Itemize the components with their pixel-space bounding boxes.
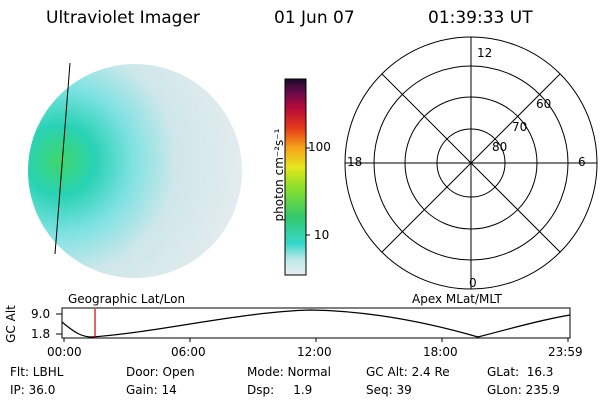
geographic-caption: Geographic Lat/Lon (68, 292, 186, 306)
status-ip: IP: 36.0 (10, 383, 56, 397)
polar-label-0: 0 (469, 276, 477, 290)
status-door: Door: Open (126, 365, 195, 379)
altitude-ytick-1-8: 1.8 (31, 327, 51, 341)
xtick-0600: 06:00 (171, 345, 206, 359)
status-glat: GLat: 16.3 (487, 365, 554, 379)
colorbar-label-10: 10 (314, 228, 330, 242)
polar-label-18: 18 (347, 155, 363, 169)
status-sequence: Seq: 39 (366, 383, 412, 397)
status-gain: Gain: 14 (126, 383, 177, 397)
status-mode: Mode: Normal (247, 365, 331, 379)
polar-lat-80: 80 (492, 140, 508, 154)
time-label: 01:39:33 UT (428, 8, 533, 28)
altitude-plot-frame (61, 307, 571, 339)
colorbar-label-100: 100 (308, 140, 331, 154)
app-title: Ultraviolet Imager (46, 8, 200, 28)
geographic-image (28, 62, 242, 278)
status-glon: GLon: 235.9 (487, 383, 560, 397)
date-label: 01 Jun 07 (274, 8, 355, 28)
polar-caption: Apex MLat/MLT (412, 292, 502, 306)
polar-diagonal-2 (381, 73, 561, 253)
xtick-1200: 12:00 (297, 345, 332, 359)
polar-lat-60: 60 (536, 97, 552, 111)
polar-lat-70: 70 (512, 120, 528, 134)
status-dsp: Dsp: 1.9 (247, 383, 313, 397)
color-bar (284, 78, 310, 276)
altitude-curve (61, 309, 571, 338)
xtick-0000: 00:00 (47, 345, 82, 359)
polar-label-12: 12 (477, 46, 493, 60)
color-scale (284, 78, 307, 276)
altitude-ytick-9: 9.0 (31, 307, 51, 321)
altitude-ylabel: GC Alt (4, 305, 18, 343)
polar-label-6: 6 (578, 155, 586, 169)
polar-plot (344, 36, 598, 290)
status-gc-altitude: GC Alt: 2.4 Re (366, 365, 450, 379)
altitude-plot (56, 307, 571, 342)
terminator-line (54, 62, 71, 255)
earth-disc (28, 64, 242, 278)
xtick-2359: 23:59 (548, 345, 583, 359)
status-filter: Flt: LBHL (10, 365, 64, 379)
xtick-1800: 18:00 (423, 345, 458, 359)
colorbar-unit-label: photon cm⁻²s⁻¹ (272, 128, 286, 222)
